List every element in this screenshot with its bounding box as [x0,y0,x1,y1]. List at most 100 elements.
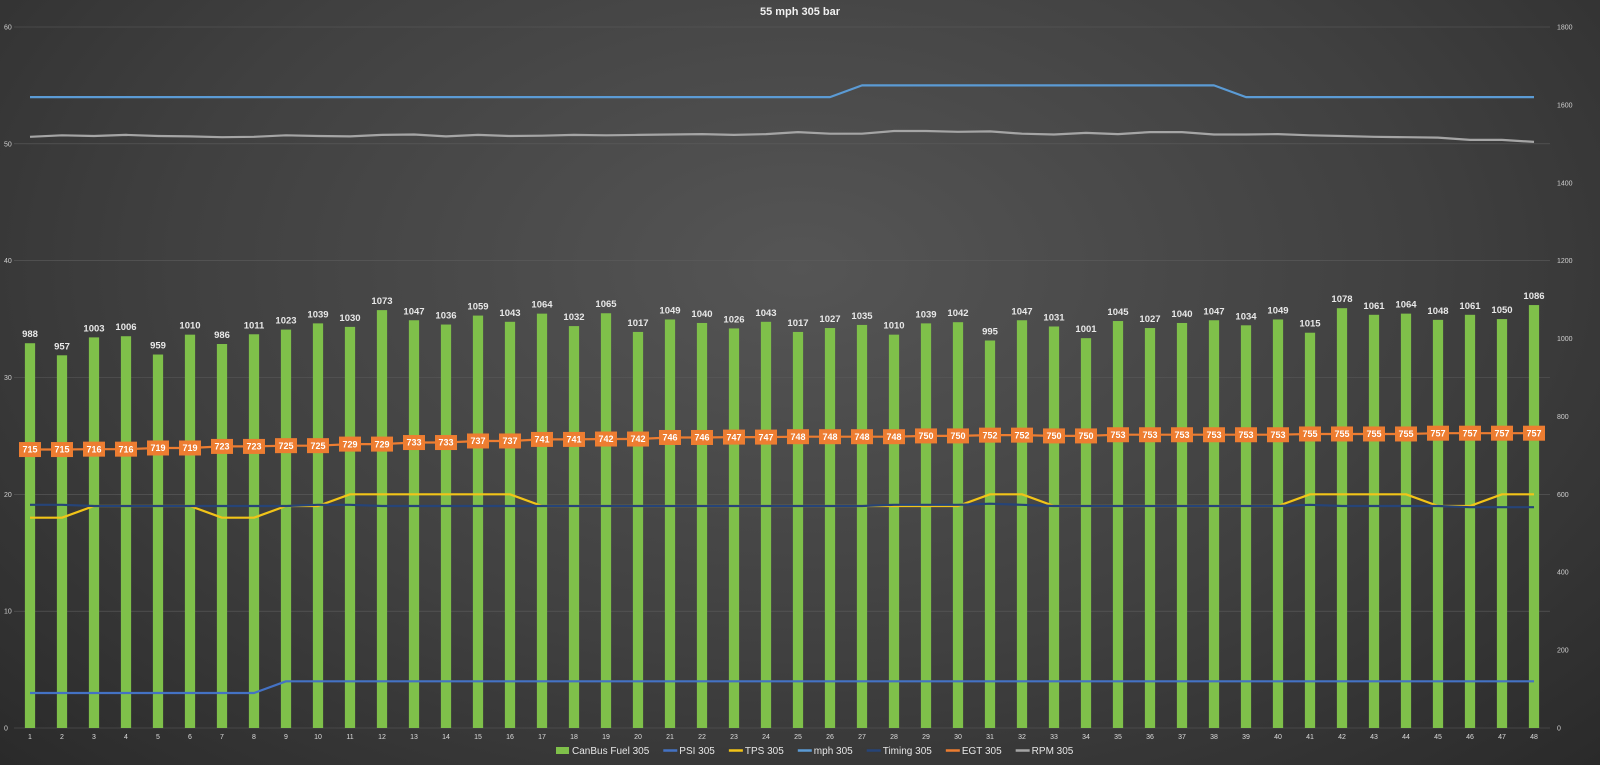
bar-value-label: 1017 [627,318,648,329]
x-tick-label: 22 [698,734,706,741]
egt-label-box [179,440,201,456]
egt-value-text: 750 [950,431,965,441]
left-tick-label: 20 [4,492,12,499]
egt-value-text: 742 [630,434,645,444]
right-tick-label: 400 [1557,570,1569,577]
legend-label: CanBus Fuel 305 [572,746,650,757]
bar [1528,305,1540,728]
bar-value-label: 995 [982,327,999,338]
egt-label-box [403,435,425,451]
bar-value-label: 1047 [403,306,424,317]
egt-data-label: 753 [1107,427,1129,443]
bar-value-label: 1073 [371,296,392,307]
legend-item: RPM 305 [1015,746,1074,757]
egt-data-label: 748 [883,429,905,445]
bar [728,328,740,728]
egt-data-label: 748 [851,429,873,445]
right-axis: 0 200 400 600 800 1000 1200 1400 1600 1800 [1557,25,1573,733]
bar [1336,308,1348,728]
series-line [30,84,1534,99]
egt-data-label: 716 [115,441,137,457]
egt-data-label: 747 [723,429,745,445]
egt-value-text: 741 [566,435,581,445]
x-tick-label: 26 [826,734,834,741]
x-tick-label: 17 [538,734,546,741]
egt-label-box [339,436,361,452]
bar-value-label: 1040 [1171,309,1192,320]
legend-swatch [556,747,569,754]
egt-value-text: 723 [246,442,261,452]
egt-label-box [819,429,841,445]
bar-value-label: 1031 [1043,312,1065,323]
bar-value-label: 1086 [1523,291,1544,302]
bar-value-label: 1047 [1011,306,1032,317]
egt-data-label: 757 [1523,425,1545,441]
egt-label-box [1235,427,1257,443]
egt-label-box [435,435,457,451]
chart-title: 55 mph 305 bar [760,6,841,18]
legend-label: RPM 305 [1032,746,1074,757]
bar-value-label: 1034 [1235,311,1257,322]
x-tick-label: 34 [1082,734,1090,741]
legend-item: EGT 305 [945,746,1002,757]
bar-value-label: 1027 [1139,314,1160,325]
egt-value-text: 725 [278,441,293,451]
egt-value-text: 716 [118,444,133,454]
x-tick-label: 19 [602,734,610,741]
x-tick-label: 1 [28,734,32,741]
egt-label-box [851,429,873,445]
bar-value-label: 1061 [1363,301,1385,312]
egt-label-box [627,431,649,447]
egt-data-label: 742 [627,431,649,447]
x-tick-label: 16 [506,734,514,741]
bar [1272,319,1284,728]
egt-value-text: 747 [758,432,773,442]
x-tick-label: 31 [986,734,994,741]
right-tick-label: 1200 [1557,258,1573,265]
egt-data-label: 737 [467,433,489,449]
bar [504,321,516,728]
bar [568,326,580,728]
egt-value-text: 716 [86,444,101,454]
egt-label-box [979,427,1001,443]
legend-label: EGT 305 [962,746,1002,757]
x-tick-label: 4 [124,734,128,741]
bar [1144,328,1156,728]
egt-value-text: 729 [374,439,389,449]
egt-data-label: 748 [819,429,841,445]
bar [536,313,548,728]
egt-value-text: 750 [1046,431,1061,441]
x-tick-label: 24 [762,734,770,741]
legend-item: mph 305 [797,746,853,757]
legend-label: mph 305 [814,746,853,757]
egt-data-label: 747 [755,429,777,445]
egt-label-box [1523,425,1545,441]
bar [280,329,292,728]
egt-value-text: 753 [1174,430,1189,440]
x-tick-label: 32 [1018,734,1026,741]
egt-data-label: 752 [979,427,1001,443]
egt-value-text: 752 [1014,430,1029,440]
left-tick-label: 50 [4,141,12,148]
egt-value-text: 719 [182,443,197,453]
egt-data-label: 725 [275,438,297,454]
egt-label-box [947,428,969,444]
bar [1112,321,1124,728]
bar-value-label: 1059 [467,302,488,313]
egt-label-box [371,436,393,452]
egt-value-text: 757 [1526,428,1541,438]
egt-label-box [499,433,521,449]
egt-label-box [1395,426,1417,442]
legend-item: TPS 305 [728,746,784,757]
bar [1016,320,1028,728]
bar-value-label: 1065 [595,299,617,310]
egt-label-box [595,431,617,447]
right-tick-label: 600 [1557,492,1569,499]
x-tick-label: 38 [1210,734,1218,741]
egt-label-box [1043,428,1065,444]
egt-value-text: 737 [470,436,485,446]
bar [248,334,260,728]
x-tick-label: 36 [1146,734,1154,741]
x-tick-label: 29 [922,734,930,741]
bar [1176,322,1188,728]
